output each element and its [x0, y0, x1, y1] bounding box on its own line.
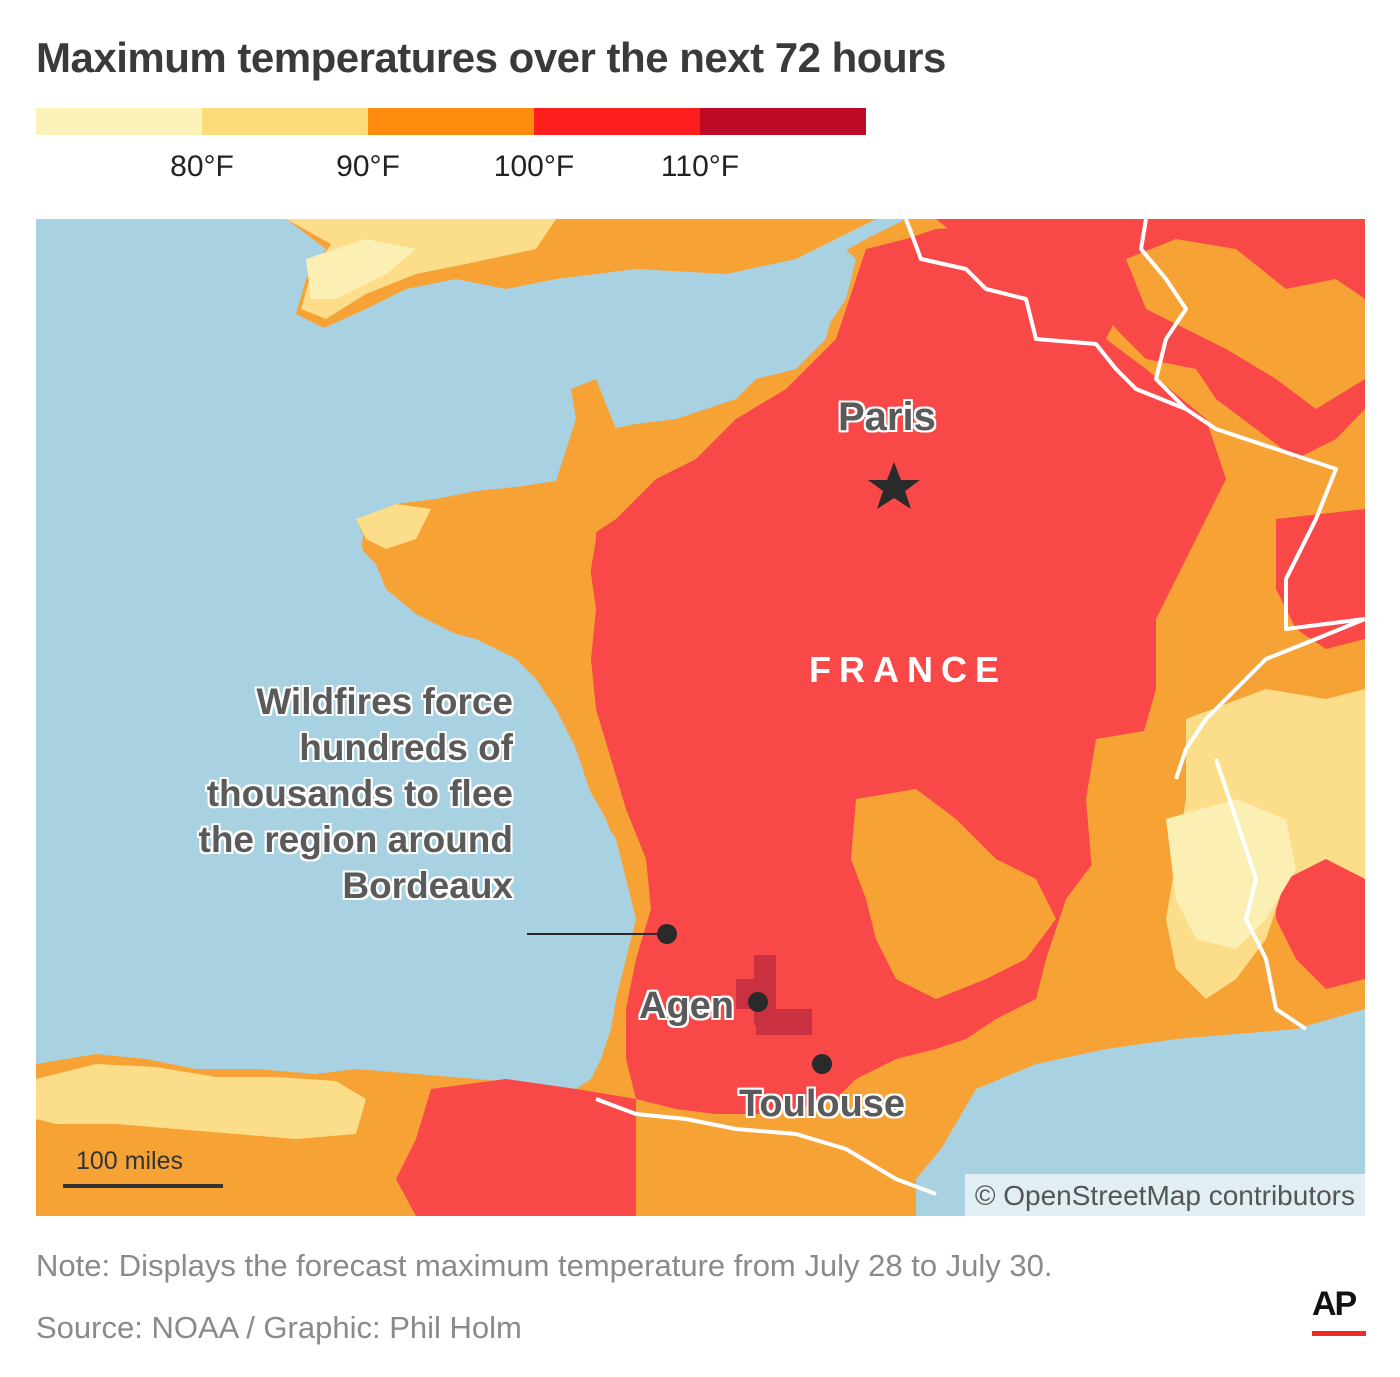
france-red-core: [586, 219, 1226, 1114]
temperature-map[interactable]: FRANCE Paris Agen Toulouse Wildfires for…: [36, 219, 1365, 1216]
agen-dot[interactable]: [748, 992, 768, 1012]
mediterranean: [916, 1009, 1365, 1216]
toulouse-dot[interactable]: [812, 1054, 832, 1074]
ap-logo: AP: [1312, 1285, 1357, 1323]
legend-swatch-2: [202, 108, 368, 135]
scale-bar: [63, 1184, 223, 1188]
agen-hotspot-c: [756, 1009, 812, 1035]
bordeaux-annotation: Wildfires force hundreds of thousands to…: [198, 681, 514, 906]
chart-title: Maximum temperatures over the next 72 ho…: [36, 34, 946, 81]
ap-logo-underline: [1312, 1331, 1366, 1336]
legend-swatch-1: [36, 108, 202, 135]
temperature-legend: [36, 108, 866, 135]
city-label-toulouse: Toulouse: [739, 1083, 906, 1125]
spain-red: [396, 1079, 636, 1216]
alps-pale: [1166, 799, 1296, 949]
scale-label: 100 miles: [76, 1147, 183, 1175]
country-label-france: FRANCE: [809, 649, 1007, 690]
paris-star-icon[interactable]: [868, 462, 920, 509]
map-attribution[interactable]: © OpenStreetMap contributors: [964, 1174, 1365, 1216]
bay-of-biscay: [36, 329, 631, 1079]
bordeaux-dot[interactable]: [657, 924, 677, 944]
rhone-orange: [1086, 729, 1186, 959]
east-red-block: [1276, 509, 1365, 649]
brittany-tip-yellow: [356, 504, 431, 549]
source-credit: Source: NOAA / Graphic: Phil Holm: [36, 1310, 522, 1345]
spain-yellow-band: [36, 1064, 366, 1139]
city-label-paris: Paris: [838, 395, 936, 439]
west-ocean: [36, 219, 306, 339]
legend-swatch-4: [534, 108, 700, 135]
ne-orange: [1126, 239, 1365, 409]
legend-tick-90: 90°F: [336, 150, 400, 183]
brittany: [356, 379, 616, 689]
map-canvas: [36, 219, 1365, 1216]
footnote: Note: Displays the forecast maximum temp…: [36, 1248, 1053, 1283]
english-channel: [286, 241, 856, 424]
uk-land-pale: [306, 239, 416, 299]
southeast-red-block: [1276, 849, 1365, 989]
legend-tick-110: 110°F: [660, 150, 740, 183]
central-orange: [851, 789, 1056, 999]
country-borders: [595, 219, 1365, 1196]
legend-tick-100: 100°F: [493, 150, 575, 183]
legend-tick-80: 80°F: [170, 150, 234, 183]
legend-swatch-5: [700, 108, 866, 135]
city-label-agen: Agen: [639, 985, 734, 1027]
legend-swatch-3: [368, 108, 534, 135]
